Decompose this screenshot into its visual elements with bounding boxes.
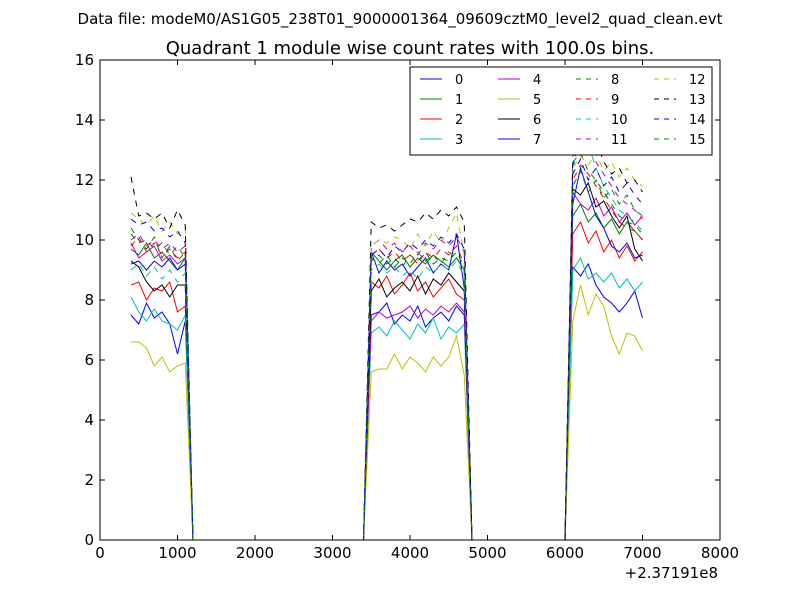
legend-label-8: 8 <box>611 73 619 88</box>
legend-label-11: 11 <box>611 133 628 148</box>
x-tick-label: 7000 <box>623 544 661 562</box>
series-layer <box>130 119 643 541</box>
ticks-layer: 0 1000 2000 3000 4000 5000 6000 7000 80000246810… <box>75 51 739 562</box>
y-tick-label: 4 <box>84 411 94 429</box>
series-line-13 <box>130 133 643 541</box>
legend-label-14: 14 <box>689 113 706 128</box>
x-offset-label: +2.37191e8 <box>625 564 718 582</box>
legend-label-1: 1 <box>455 93 463 108</box>
legend-label-4: 4 <box>533 73 541 88</box>
x-tick-label: 6000 <box>546 544 584 562</box>
x-tick-label: 0 <box>95 544 105 562</box>
x-tick-label: 8000 <box>701 544 739 562</box>
series-line-8 <box>130 152 643 541</box>
legend-label-9: 9 <box>611 93 619 108</box>
figure-suptitle: Data file: modeM0/AS1G05_238T01_90000013… <box>78 10 723 29</box>
x-tick-label: 2000 <box>236 544 274 562</box>
y-tick-label: 6 <box>84 351 94 369</box>
y-tick-label: 2 <box>84 471 94 489</box>
legend-label-10: 10 <box>611 113 628 128</box>
legend-label-12: 12 <box>689 73 706 88</box>
legend-label-6: 6 <box>533 113 541 128</box>
legend-label-3: 3 <box>455 133 463 148</box>
x-tick-label: 3000 <box>313 544 351 562</box>
x-tick-label: 5000 <box>468 544 506 562</box>
legend-label-13: 13 <box>689 93 706 108</box>
y-tick-label: 0 <box>84 531 94 549</box>
y-tick-label: 10 <box>75 231 94 249</box>
chart-title: Quadrant 1 module wise count rates with … <box>166 38 655 59</box>
y-tick-label: 12 <box>75 171 94 189</box>
x-tick-label: 4000 <box>391 544 429 562</box>
legend-label-7: 7 <box>533 133 541 148</box>
legend-label-15: 15 <box>689 133 706 148</box>
y-tick-label: 14 <box>75 111 94 129</box>
legend-label-5: 5 <box>533 93 541 108</box>
legend-label-0: 0 <box>455 73 463 88</box>
legend-box <box>409 66 713 156</box>
y-tick-label: 8 <box>84 291 94 309</box>
x-tick-label: 1000 <box>158 544 196 562</box>
legend-label-2: 2 <box>455 113 463 128</box>
y-tick-label: 16 <box>75 51 94 69</box>
